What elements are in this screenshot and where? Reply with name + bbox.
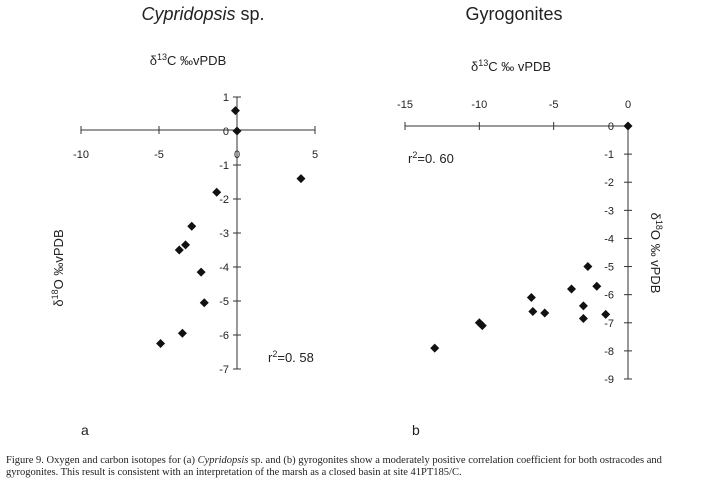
panel-a-y-tick-label: -5 [219, 296, 229, 308]
panel-a-data-point [199, 298, 209, 308]
panel-b-y-tick-label: -1 [604, 149, 614, 161]
panel-b-x-tick-label: -15 [397, 99, 413, 111]
panel-a-y-tick-label: -2 [219, 194, 229, 206]
panel-b-y-axis-title: δ18O ‰ vPDB [648, 213, 664, 294]
panel-a-data-point [232, 126, 242, 136]
panel-b-data-point [477, 321, 487, 331]
panel-b-x-tick-label: -10 [471, 99, 487, 111]
panel-a-y-tick-label: 0 [223, 126, 229, 138]
panel-b-y-tick-label: -9 [604, 374, 614, 386]
panel-a-x-tick-label: -10 [73, 149, 89, 161]
panel-a-y-axis-title: δ18O ‰vPDB [50, 229, 66, 306]
panel-a-y-tick-label: 1 [223, 92, 229, 104]
panel-a-points [156, 106, 306, 348]
panel-b-y-tick-label: -2 [604, 177, 614, 189]
panel-b-title: Gyrogonites [465, 4, 562, 24]
figure-caption: Figure 9. Oxygen and carbon isotopes for… [6, 455, 662, 478]
panel-b-y-tick-label: -4 [604, 233, 614, 245]
panel-a-data-point [212, 187, 222, 197]
panel-a-data-point [156, 339, 166, 348]
panel-a-data-point [181, 240, 191, 250]
panel-b-y-tick-label: -8 [604, 346, 614, 358]
panel-a-y-tick-label: -3 [219, 228, 229, 240]
panel-b-x-tick-label: -5 [549, 99, 559, 111]
panel-b-data-point [528, 307, 538, 317]
panel-a-data-point [174, 245, 184, 255]
panel-b-data-point [430, 343, 440, 353]
panel-b-data-point [578, 314, 588, 324]
panel-a-data-point [196, 267, 206, 277]
panel-a-y-tick-label: -7 [219, 364, 229, 376]
panel-b-data-point [578, 301, 588, 311]
panel-b-data-point [526, 292, 536, 302]
panel-a-x-tick-label: 0 [234, 149, 240, 161]
panel-b-y-tick-label: -5 [604, 262, 614, 274]
panel-b-axes: -15 -10 -5 00 -1 -2 -3 -4 -5 -6 -7 -8 -9 [397, 99, 632, 386]
panel-a-x-axis-title: δ13C ‰vPDB [150, 52, 227, 68]
panel-b-data-point [623, 121, 633, 131]
panel-a-y-tick-label: -1 [219, 160, 229, 172]
panel-a-title: Cypridopsis sp. [141, 4, 264, 24]
panel-b-data-point [567, 284, 577, 294]
panel-a-data-point [230, 106, 240, 116]
panel-b-letter: b [412, 422, 420, 438]
panel-a-scatter: Cypridopsis sp. δ13C ‰vPDB δ18O ‰vPDB -1… [50, 4, 318, 438]
panel-a-data-point [296, 174, 306, 184]
panel-a-letter: a [81, 422, 89, 438]
panel-a-y-tick-label: -6 [219, 330, 229, 342]
panel-b-y-tick-label: 0 [608, 121, 614, 133]
panel-b-points [430, 121, 633, 353]
panel-a-data-point [187, 221, 197, 231]
panel-b-x-tick-label: 0 [625, 99, 631, 111]
panel-b-x-axis-title: δ13C ‰ vPDB [471, 58, 551, 74]
panel-b-scatter: Gyrogonites δ13C ‰ vPDB δ18O ‰ vPDB -15-… [397, 4, 664, 438]
panel-b-y-tick-label: -7 [604, 318, 614, 330]
panel-b-data-point [601, 309, 611, 319]
panel-b-y-tick-label: -6 [604, 290, 614, 302]
panel-a-data-point [177, 328, 187, 338]
panel-b-data-point [592, 281, 602, 291]
panel-b-y-tick-label: -3 [604, 205, 614, 217]
panel-b-data-point [540, 308, 550, 318]
panel-a-x-tick-label: -5 [154, 149, 164, 161]
panel-b-data-point [583, 262, 593, 272]
panel-a-x-tick-label: 5 [312, 149, 318, 161]
panel-a-y-tick-label: -4 [219, 262, 229, 274]
panel-b-r2-annotation: r2=0. 60 [408, 150, 454, 166]
panel-a-axes: -10 -5 0 510-1-2-3-4-5-6-7 [73, 92, 318, 376]
panel-a-r2-annotation: r2=0. 58 [268, 349, 314, 365]
